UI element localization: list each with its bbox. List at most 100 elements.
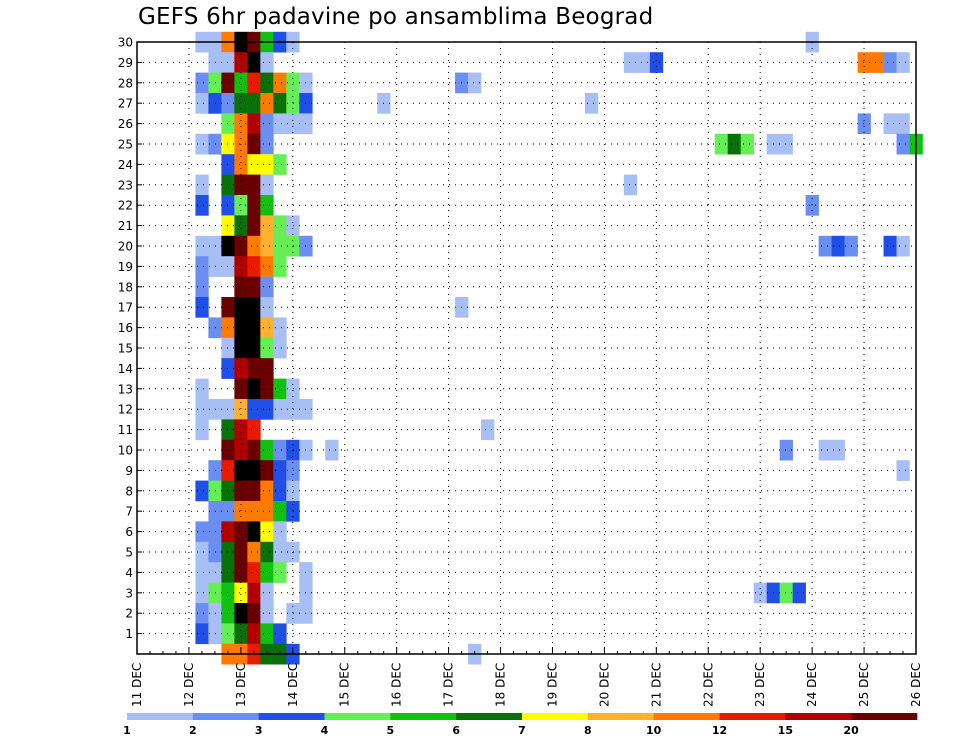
heatmap-cell bbox=[727, 133, 742, 155]
heatmap-cell bbox=[818, 439, 832, 461]
y-tick-label: 20 bbox=[118, 240, 133, 254]
heatmap-cell bbox=[247, 113, 261, 135]
heatmap-cell bbox=[234, 113, 248, 135]
heatmap-cell bbox=[195, 623, 209, 645]
heatmap-cell bbox=[623, 52, 638, 73]
heatmap-cell bbox=[273, 113, 287, 135]
heatmap-cell bbox=[896, 460, 910, 481]
heatmap-cell bbox=[273, 256, 287, 277]
heatmap-cell bbox=[286, 378, 300, 400]
heatmap-cell bbox=[273, 72, 287, 94]
heatmap-cell bbox=[247, 52, 261, 73]
colorbar-legend: 1 2 3 4 5 6 7 8 10 12 15 20 bbox=[123, 713, 918, 737]
x-tick-label: 19 DEC bbox=[545, 663, 559, 707]
y-tick-label: 3 bbox=[125, 586, 133, 600]
heatmap-cell bbox=[234, 460, 248, 481]
heatmap-cell bbox=[234, 256, 248, 277]
y-tick-label: 6 bbox=[125, 525, 133, 539]
heatmap-cell bbox=[260, 399, 274, 420]
heatmap-cell bbox=[883, 113, 897, 135]
heatmap-cell bbox=[221, 215, 235, 237]
heatmap-cell bbox=[260, 52, 274, 73]
heatmap-cell bbox=[247, 623, 261, 645]
heatmap-cell bbox=[273, 378, 287, 400]
y-tick-label: 1 bbox=[125, 627, 133, 641]
heatmap-cell bbox=[247, 276, 261, 298]
chart-title: GEFS 6hr padavine po ansamblima Beograd bbox=[138, 4, 654, 30]
heatmap-cell bbox=[195, 399, 209, 420]
heatmap-cell bbox=[260, 297, 274, 318]
heatmap-cell bbox=[481, 419, 495, 441]
heatmap-cell bbox=[221, 317, 235, 339]
heatmap-cell bbox=[260, 521, 274, 543]
heatmap-cell bbox=[273, 337, 287, 359]
heatmap-cell bbox=[234, 419, 248, 441]
y-tick-label: 26 bbox=[118, 117, 133, 131]
heatmap-cell bbox=[273, 154, 287, 175]
heatmap-cell bbox=[221, 460, 235, 481]
x-tick-label: 15 DEC bbox=[338, 663, 352, 707]
x-tick-label: 26 DEC bbox=[909, 663, 923, 707]
heatmap-cell bbox=[260, 460, 274, 481]
heatmap-cell bbox=[195, 72, 209, 94]
heatmap-cell bbox=[273, 215, 287, 237]
heatmap-cell bbox=[286, 460, 300, 481]
heatmap-cell bbox=[247, 501, 261, 522]
heatmap-cell bbox=[195, 521, 209, 543]
heatmap-cell bbox=[779, 133, 793, 155]
heatmap-cell bbox=[273, 521, 287, 543]
heatmap-cells bbox=[195, 31, 923, 665]
heatmap-cell bbox=[195, 562, 209, 583]
heatmap-cell bbox=[247, 439, 261, 461]
colorbar-label: 2 bbox=[189, 724, 197, 737]
heatmap-cell bbox=[234, 215, 248, 237]
colorbar-swatch bbox=[653, 713, 720, 720]
y-tick-label: 24 bbox=[118, 158, 133, 172]
heatmap-cell bbox=[286, 113, 300, 135]
heatmap-cell bbox=[247, 419, 261, 441]
heatmap-cell bbox=[740, 133, 755, 155]
x-tick-label: 25 DEC bbox=[857, 663, 871, 707]
heatmap-cell bbox=[221, 603, 235, 624]
heatmap-cell bbox=[247, 72, 261, 94]
heatmap-cell bbox=[195, 603, 209, 624]
heatmap-cell bbox=[286, 72, 300, 94]
heatmap-cell bbox=[273, 235, 287, 257]
heatmap-cell bbox=[221, 582, 235, 604]
heatmap-cell bbox=[260, 93, 274, 114]
y-tick-label: 14 bbox=[118, 362, 133, 376]
heatmap-cell bbox=[260, 154, 274, 175]
heatmap-cell bbox=[221, 235, 235, 257]
heatmap-cell bbox=[195, 174, 209, 196]
heatmap-cell bbox=[273, 480, 287, 502]
heatmap-cell bbox=[234, 501, 248, 522]
heatmap-cell bbox=[286, 603, 300, 624]
colorbar-label: 10 bbox=[646, 724, 662, 737]
heatmap-cell bbox=[273, 460, 287, 481]
heatmap-cell bbox=[260, 439, 274, 461]
colorbar-swatch bbox=[258, 713, 325, 720]
heatmap-cell bbox=[234, 480, 248, 502]
y-tick-label: 12 bbox=[118, 403, 133, 417]
colorbar-label: 5 bbox=[387, 724, 395, 737]
heatmap-cell bbox=[247, 603, 261, 624]
heatmap-cell bbox=[883, 52, 897, 73]
heatmap-cell bbox=[221, 623, 235, 645]
heatmap-cell bbox=[273, 317, 287, 339]
heatmap-cell bbox=[195, 582, 209, 604]
heatmap-cell bbox=[234, 195, 248, 216]
colorbar-swatch bbox=[587, 713, 654, 720]
heatmap-cell bbox=[195, 378, 209, 400]
y-tick-label: 4 bbox=[125, 566, 133, 580]
heatmap-cell bbox=[195, 195, 209, 216]
y-tick-label: 27 bbox=[118, 97, 133, 111]
heatmap-cell bbox=[805, 195, 819, 216]
heatmap-cell bbox=[260, 501, 274, 522]
colorbar-swatch bbox=[127, 713, 194, 720]
heatmap-cell bbox=[247, 154, 261, 175]
heatmap-cell bbox=[247, 541, 261, 563]
heatmap-cell bbox=[779, 439, 793, 461]
heatmap-cell bbox=[221, 419, 235, 441]
heatmap-cell bbox=[260, 256, 274, 277]
